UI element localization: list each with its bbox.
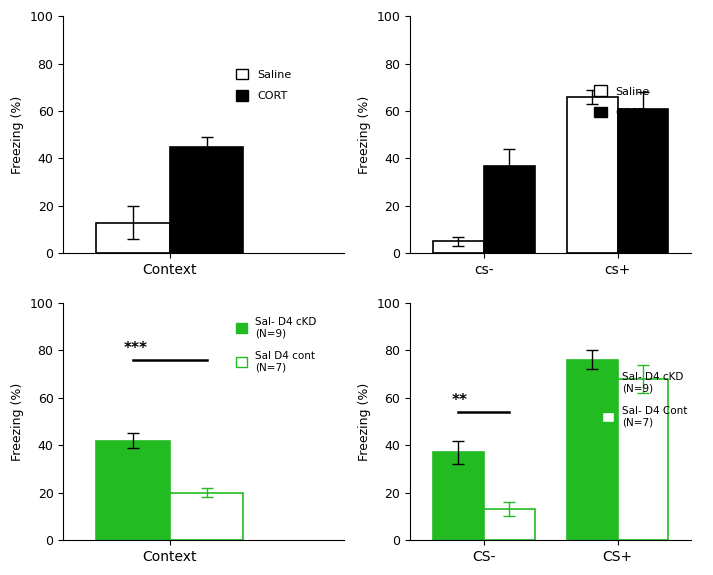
Y-axis label: Freezing (%): Freezing (%) [11, 95, 24, 174]
Bar [433, 453, 483, 540]
Bar [170, 147, 243, 254]
Bar [483, 166, 535, 254]
Text: **: ** [451, 393, 468, 408]
Bar [96, 440, 170, 540]
Legend: Sal- D4 cKD
(N=9), Sal- D4 Cont
(N=7): Sal- D4 cKD (N=9), Sal- D4 Cont (N=7) [598, 367, 692, 431]
Legend: Sal- D4 cKD
(N=9), Sal D4 cont
(N=7): Sal- D4 cKD (N=9), Sal D4 cont (N=7) [232, 313, 321, 377]
Bar [617, 109, 668, 254]
Bar [433, 242, 483, 254]
Bar [170, 493, 243, 540]
Bar [483, 509, 535, 540]
Y-axis label: Freezing (%): Freezing (%) [11, 382, 24, 461]
Bar [617, 379, 668, 540]
Legend: Saline, CORT: Saline, CORT [232, 64, 296, 105]
Text: ***: *** [123, 342, 148, 356]
Bar [567, 360, 617, 540]
Y-axis label: Freezing (%): Freezing (%) [358, 382, 371, 461]
Legend: Saline, CORT: Saline, CORT [590, 81, 654, 122]
Bar [567, 97, 617, 254]
Bar [96, 223, 170, 254]
Y-axis label: Freezing (%): Freezing (%) [358, 95, 371, 174]
